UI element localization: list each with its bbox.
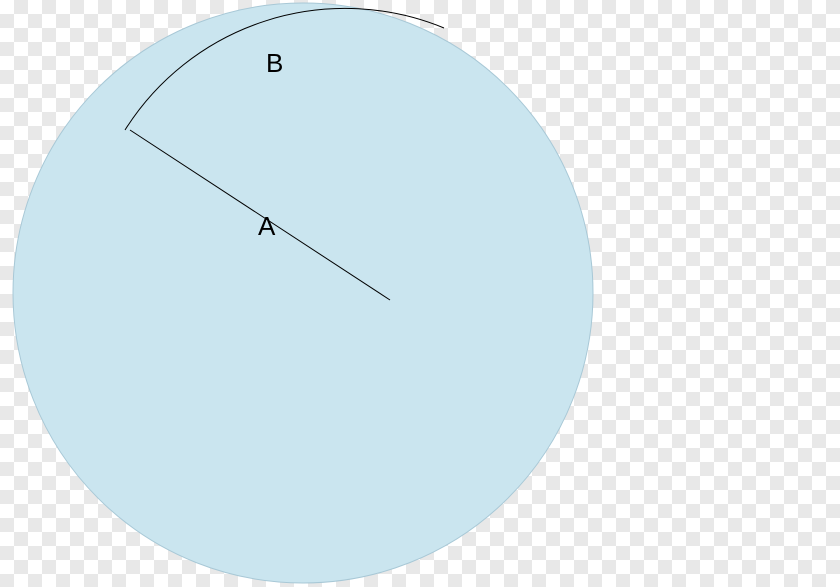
label-a: A — [258, 211, 276, 241]
label-b: B — [266, 48, 283, 78]
circle-sector-figure: A B — [0, 0, 840, 587]
main-circle — [13, 3, 593, 583]
diagram-stage: A B — [0, 0, 840, 587]
